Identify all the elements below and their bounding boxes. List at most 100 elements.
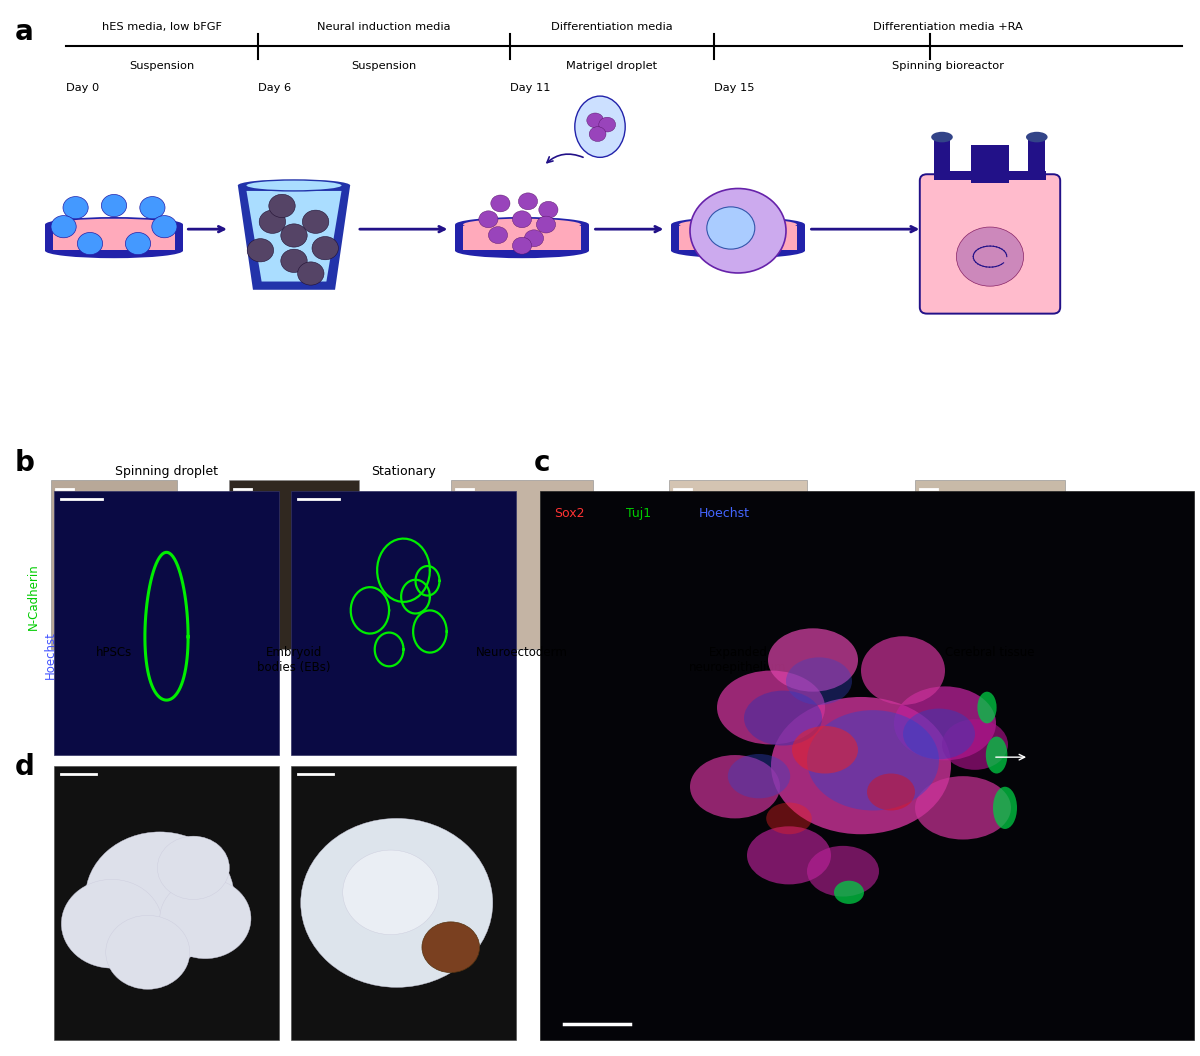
Text: Day 11: Day 11 [510,83,551,93]
Ellipse shape [834,881,864,904]
Ellipse shape [938,213,1042,283]
Ellipse shape [767,803,811,834]
Text: Cerebral tissue: Cerebral tissue [946,646,1034,659]
Circle shape [269,194,295,218]
Circle shape [78,232,103,254]
Circle shape [50,215,77,238]
FancyBboxPatch shape [54,491,278,755]
Circle shape [106,916,190,989]
Circle shape [536,216,556,233]
FancyBboxPatch shape [53,226,175,249]
Text: Neural induction media: Neural induction media [317,22,451,32]
FancyBboxPatch shape [679,226,797,249]
Text: Tuj1: Tuj1 [626,507,652,520]
Ellipse shape [768,628,858,692]
Polygon shape [238,186,350,289]
Circle shape [479,211,498,228]
Text: Differentiation media +RA: Differentiation media +RA [874,22,1022,32]
Text: Day 0: Day 0 [66,83,100,93]
Text: N-Cadherin: N-Cadherin [28,563,40,630]
FancyBboxPatch shape [934,171,1046,181]
Circle shape [101,194,127,216]
FancyBboxPatch shape [919,174,1061,314]
Ellipse shape [455,243,589,259]
Ellipse shape [792,727,858,773]
Ellipse shape [808,846,878,897]
Circle shape [599,117,616,132]
Circle shape [587,113,604,128]
Circle shape [524,230,544,247]
Text: hES media, low bFGF: hES media, low bFGF [102,22,222,32]
Ellipse shape [238,180,350,191]
Ellipse shape [772,697,952,834]
Text: b: b [14,449,35,477]
Ellipse shape [1026,132,1048,143]
Ellipse shape [942,719,1008,770]
Circle shape [312,237,338,260]
Circle shape [281,224,307,247]
Ellipse shape [986,737,1008,773]
Circle shape [488,227,508,244]
Circle shape [85,832,234,963]
FancyBboxPatch shape [463,226,581,249]
Circle shape [707,207,755,249]
FancyBboxPatch shape [1028,138,1045,181]
Ellipse shape [455,216,589,232]
FancyBboxPatch shape [229,480,359,649]
Text: d: d [14,753,35,781]
Circle shape [62,196,89,219]
Ellipse shape [46,243,182,259]
Ellipse shape [744,691,822,746]
Circle shape [512,211,532,228]
Ellipse shape [894,686,996,760]
Circle shape [281,249,307,272]
Circle shape [539,202,558,219]
Ellipse shape [679,219,797,230]
Text: a: a [14,18,34,46]
FancyBboxPatch shape [540,491,1194,1040]
Ellipse shape [728,754,791,798]
Circle shape [422,922,480,973]
Circle shape [61,880,162,968]
Circle shape [160,879,251,959]
FancyBboxPatch shape [934,138,950,181]
Circle shape [491,195,510,212]
Text: Suspension: Suspension [130,61,194,71]
Ellipse shape [808,710,940,811]
FancyBboxPatch shape [938,244,1042,303]
Text: Differentiation media: Differentiation media [551,22,673,32]
FancyBboxPatch shape [292,491,516,755]
Text: Expanded
neuroepithelium: Expanded neuroepithelium [689,646,787,675]
FancyBboxPatch shape [916,480,1066,649]
Circle shape [259,210,286,233]
FancyBboxPatch shape [455,225,589,250]
Text: Sox2: Sox2 [554,507,584,520]
Circle shape [512,238,532,254]
Circle shape [247,239,274,262]
Circle shape [690,188,786,272]
FancyBboxPatch shape [52,480,178,649]
Circle shape [518,193,538,210]
Ellipse shape [746,826,830,884]
Text: Neuroectoderm: Neuroectoderm [476,646,568,659]
Circle shape [157,836,229,900]
Text: Stationary: Stationary [371,466,436,478]
Text: Spinning droplet: Spinning droplet [115,466,218,478]
Text: Day 6: Day 6 [258,83,292,93]
Circle shape [298,262,324,285]
Ellipse shape [977,692,997,723]
Circle shape [140,196,166,219]
Ellipse shape [718,671,826,744]
Ellipse shape [246,181,342,190]
Text: Embryoid
bodies (EBs): Embryoid bodies (EBs) [257,646,331,675]
Ellipse shape [575,96,625,157]
Ellipse shape [53,219,175,230]
Circle shape [343,850,439,935]
Ellipse shape [690,755,780,818]
Ellipse shape [862,636,946,705]
FancyBboxPatch shape [971,145,1009,183]
Ellipse shape [916,776,1010,840]
Text: Suspension: Suspension [352,61,416,71]
Ellipse shape [904,709,974,759]
Circle shape [589,127,606,142]
